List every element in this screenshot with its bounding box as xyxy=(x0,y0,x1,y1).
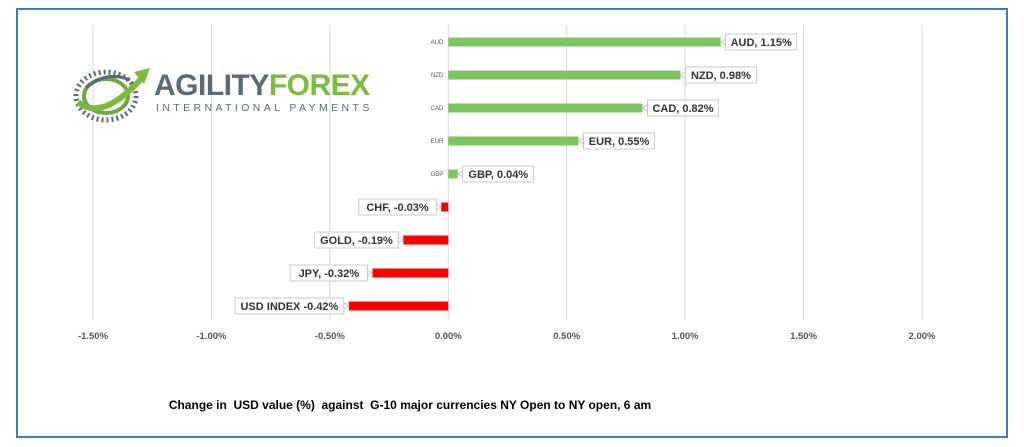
logo-tagline: INTERNATIONAL PAYMENTS xyxy=(156,102,373,114)
data-label: GBP, 0.04% xyxy=(456,165,535,183)
data-label: AUD, 1.15% xyxy=(719,33,798,51)
data-label-text: AUD, 1.15% xyxy=(731,37,792,49)
x-tick-label: 1.00% xyxy=(672,331,699,342)
category-label: CAD xyxy=(431,106,444,112)
x-tick-label: -1.00% xyxy=(196,331,227,342)
data-label-text: GBP, 0.04% xyxy=(468,169,528,181)
chart-caption-text: Change in USD value (%) against G-10 maj… xyxy=(168,398,652,412)
chart-caption: Change in USD value (%) against G-10 maj… xyxy=(0,398,1024,412)
data-label-box xyxy=(583,132,655,150)
category-label: GBP xyxy=(431,172,444,178)
data-label-text: USD INDEX -0.42% xyxy=(240,301,338,313)
data-label-box xyxy=(234,297,345,315)
x-tick-label: -0.50% xyxy=(315,331,346,342)
data-label-pointer xyxy=(719,38,727,46)
data-label-box xyxy=(647,99,719,117)
bar xyxy=(372,268,449,278)
bar xyxy=(403,235,449,245)
data-label-text: NZD, 0.98% xyxy=(691,70,751,82)
data-label-pointer xyxy=(577,137,584,145)
data-label-pointer xyxy=(679,71,686,79)
data-label-pointer xyxy=(641,104,648,112)
x-tick-label: 0.00% xyxy=(435,331,462,342)
data-label-text: GOLD, -0.19% xyxy=(320,235,393,247)
logo-wordmark: AGILITYFOREX xyxy=(154,71,370,101)
bar xyxy=(448,169,458,179)
data-label-pointer xyxy=(397,236,405,244)
data-label-pointer xyxy=(343,302,350,310)
data-label-text: CHF, -0.03% xyxy=(366,202,429,214)
data-label: NZD, 0.98% xyxy=(679,66,757,84)
bar xyxy=(448,37,721,47)
data-label: EUR, 0.55% xyxy=(577,132,655,150)
bars xyxy=(348,37,721,311)
data-label: JPY, -0.32% xyxy=(289,264,374,282)
bar xyxy=(348,301,449,311)
x-axis-tick-labels: -1.50% -1.00% -0.50% 0.00% 0.50% 1.00% 1.50% 2.… xyxy=(78,331,936,342)
bar xyxy=(448,70,681,80)
data-label-box xyxy=(685,66,757,84)
data-label-box xyxy=(462,165,535,183)
data-label: GOLD, -0.19% xyxy=(314,231,405,249)
data-label-box xyxy=(289,264,368,282)
data-label: CHF, -0.03% xyxy=(358,198,442,216)
data-label: CAD, 0.82% xyxy=(641,99,719,117)
data-label-text: EUR, 0.55% xyxy=(589,136,650,148)
data-label-box xyxy=(358,198,437,216)
logo-name-part1: AGILITY xyxy=(154,69,269,102)
category-label: AUD xyxy=(431,40,444,46)
category-label: NZD xyxy=(431,73,444,79)
chart-frame xyxy=(16,8,1008,438)
x-tick-label: 2.00% xyxy=(909,331,936,342)
bar xyxy=(441,202,449,212)
logo-name-part2: FOREX xyxy=(268,69,370,102)
data-label-text: CAD, 0.82% xyxy=(652,103,713,115)
data-label: USD INDEX -0.42% xyxy=(234,297,350,315)
category-labels: AUD NZD CAD EUR GBP xyxy=(431,40,444,178)
category-label: EUR xyxy=(431,139,444,145)
data-label-box xyxy=(314,231,399,249)
x-tick-label: -1.50% xyxy=(78,331,109,342)
agility-forex-logo: AGILITYFOREX INTERNATIONAL PAYMENTS xyxy=(72,58,370,128)
x-tick-label: 0.50% xyxy=(553,331,580,342)
data-labels: AUD, 1.15% NZD, 0.98% CAD, 0.82% EUR, 0.55%… xyxy=(234,33,798,315)
data-label-text: JPY, -0.32% xyxy=(299,268,360,280)
globe-arrow-icon xyxy=(73,68,150,123)
bar xyxy=(448,136,579,146)
data-label-pointer xyxy=(456,170,464,178)
data-label-box xyxy=(725,33,798,51)
x-tick-label: 1.50% xyxy=(790,331,817,342)
data-label-pointer xyxy=(435,203,442,211)
data-label-pointer xyxy=(367,269,374,277)
bar xyxy=(448,103,643,113)
